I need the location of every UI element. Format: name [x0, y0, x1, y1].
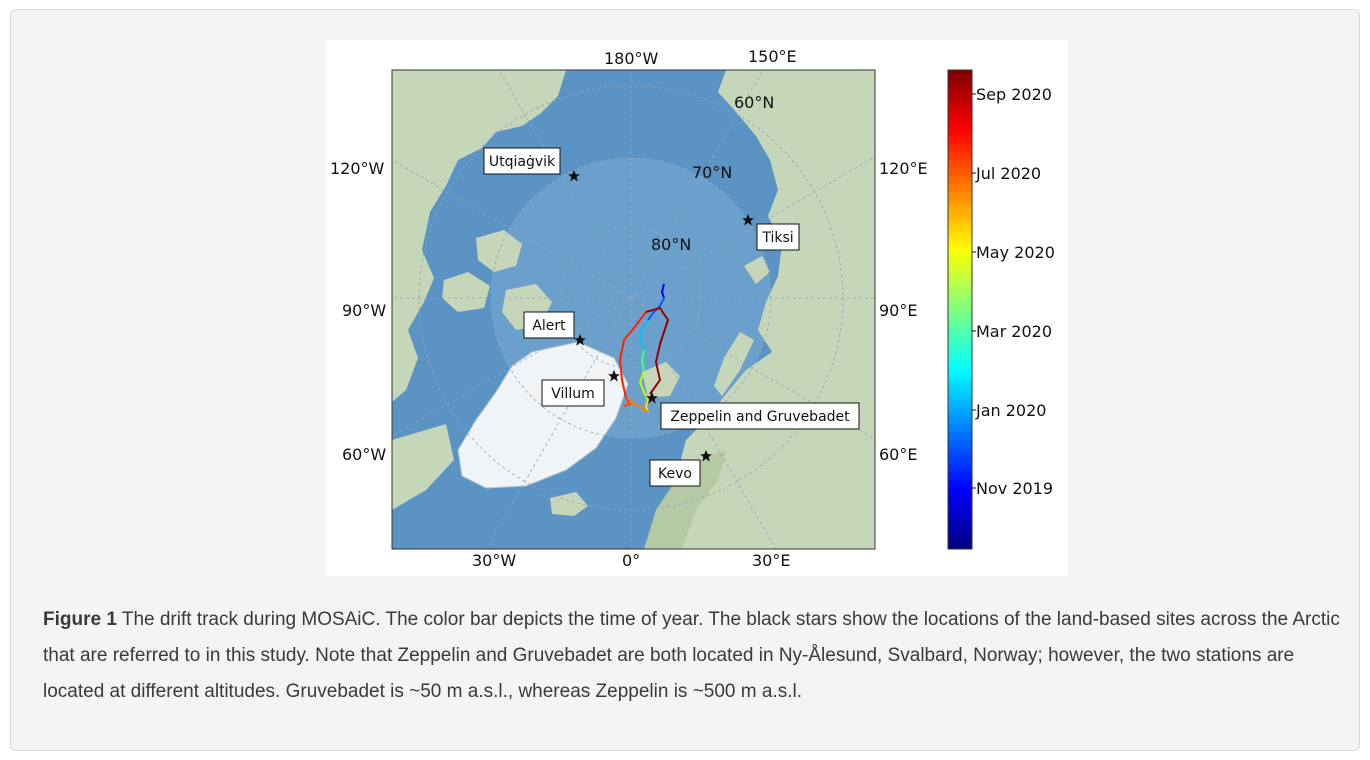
colorbar-label-sep-2020: Sep 2020 — [976, 85, 1052, 104]
lon-label-30w: 30°W — [472, 551, 516, 570]
lon-label-60w: 60°W — [342, 445, 386, 464]
lon-label-30e: 30°E — [752, 551, 790, 570]
colorbar-label-nov-2019: Nov 2019 — [976, 479, 1053, 498]
star-icon — [742, 214, 754, 226]
lon-label-150e: 150°E — [748, 47, 797, 66]
map-area: Utqiaġvik Tiksi Alert Villum Zeppelin an… — [392, 70, 875, 549]
arctic-map-figure: Utqiaġvik Tiksi Alert Villum Zeppelin an… — [330, 47, 1055, 570]
site-labels: Utqiaġvik Tiksi Alert Villum Zeppelin an… — [483, 147, 860, 487]
lon-label-60e: 60°E — [879, 445, 917, 464]
star-icon — [574, 334, 586, 346]
lon-label-180w: 180°W — [604, 49, 659, 68]
north-america-land — [392, 70, 566, 402]
lon-label-90w: 90°W — [342, 301, 386, 320]
lon-label-0: 0° — [622, 551, 640, 570]
figure-panel: Utqiaġvik Tiksi Alert Villum Zeppelin an… — [10, 9, 1360, 751]
star-icon — [608, 370, 620, 382]
figure-image: Utqiaġvik Tiksi Alert Villum Zeppelin an… — [326, 40, 1068, 576]
site-label-utqiagvik: Utqiaġvik — [489, 154, 556, 170]
site-label-kevo: Kevo — [658, 466, 692, 482]
lon-label-120w: 120°W — [330, 159, 385, 178]
colorbar-label-jul-2020: Jul 2020 — [975, 164, 1041, 183]
site-label-alert: Alert — [532, 318, 566, 334]
lon-label-90e: 90°E — [879, 301, 917, 320]
lon-label-120e: 120°E — [879, 159, 928, 178]
colorbar-ticks — [972, 93, 976, 489]
figure-caption-text: The drift track during MOSAiC. The color… — [43, 609, 1340, 702]
severnaya-zemlya-land — [744, 256, 770, 284]
figure-number: Figure 1 — [43, 609, 117, 630]
colorbar-label-may-2020: May 2020 — [976, 243, 1055, 262]
labrador-land — [392, 424, 454, 510]
lat-label-80n: 80°N — [651, 235, 691, 254]
scandinavia-land — [644, 450, 726, 549]
map-frame — [391, 69, 876, 550]
site-label-tiksi: Tiksi — [761, 230, 793, 246]
drift-track — [619, 283, 669, 413]
lat-label-70n: 70°N — [692, 163, 732, 182]
colorbar-label-mar-2020: Mar 2020 — [976, 322, 1052, 341]
figure-caption: Figure 1 The drift track during MOSAiC. … — [43, 602, 1348, 710]
novaya-zemlya-land — [714, 332, 754, 396]
site-label-villum: Villum — [551, 386, 594, 402]
star-icon — [646, 392, 658, 404]
colorbar — [947, 69, 973, 550]
arctic-island — [442, 272, 490, 312]
lat-label-60n: 60°N — [734, 93, 774, 112]
latitude-80 — [560, 227, 702, 369]
colorbar-label-jan-2020: Jan 2020 — [975, 401, 1046, 420]
meridians — [392, 70, 875, 549]
star-icon — [568, 170, 580, 182]
site-stars — [568, 170, 754, 462]
site-label-zeppelin-gruvebadet: Zeppelin and Gruvebadet — [670, 409, 850, 425]
star-icon — [700, 450, 712, 462]
iceland-land — [550, 492, 588, 516]
